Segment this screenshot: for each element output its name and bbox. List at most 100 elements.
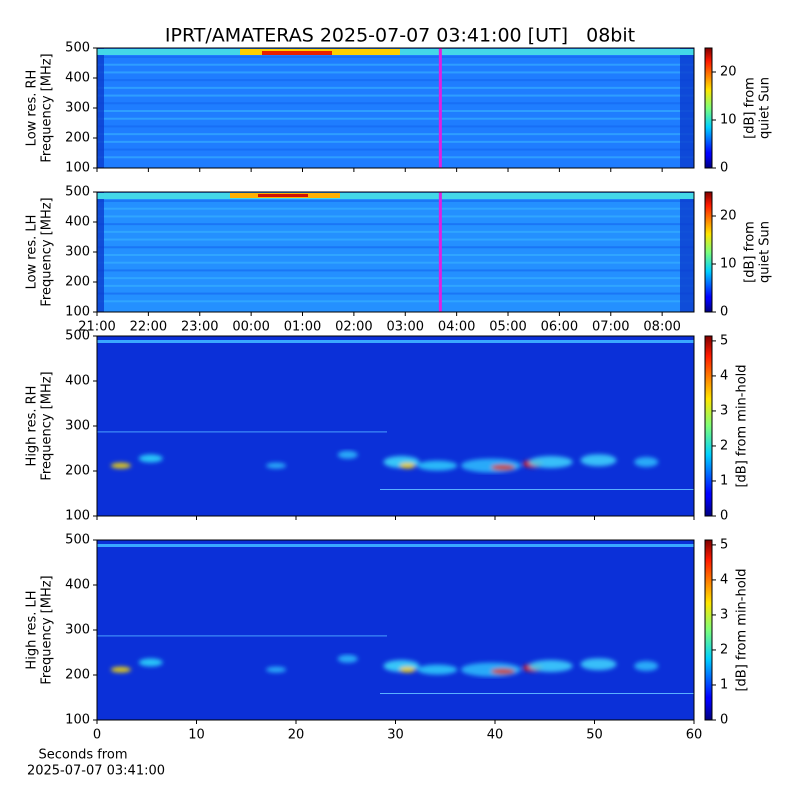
spectrogram-stripe [97,238,694,241]
y-axis-label: Frequency [MHz] [40,575,55,684]
y-tick-label: 300 [65,101,90,116]
spectrogram-band [258,194,308,197]
spectrogram-blob [634,661,659,671]
y-tick-label: 300 [65,245,90,260]
spectrogram-blob [580,658,617,671]
y-tick-label: 200 [65,275,90,290]
spectrogram-stripe [97,207,694,210]
colorbar-tick-label: 5 [720,537,728,552]
x-tick-label: 20 [288,728,305,743]
y-tick-label: 500 [65,329,90,344]
spectrogram-stripe [97,230,694,233]
spectrogram-stripe [97,71,694,74]
spectrogram-line [97,431,387,433]
x-tick-label: 02:00 [335,320,372,335]
y-tick-label: 400 [65,374,90,389]
y-tick-label: 200 [65,131,90,146]
spectrogram-blob [490,668,515,675]
x-tick-label: 05:00 [489,320,526,335]
colorbar-tick-label: 3 [720,403,728,418]
colorbar [704,47,713,169]
x-tick-label: 08:00 [643,320,680,335]
y-tick-label: 200 [65,464,90,479]
y-axis-label: Low res. LH [25,215,40,290]
spectrogram-blob [110,666,131,673]
colorbar-tick-label: 0 [720,509,728,524]
panel: 100 200 300 400 500 High res. RH Frequency [MH… [25,329,750,524]
spectrogram-stripe [97,284,694,287]
y-tick-label: 100 [65,509,90,524]
y-axis-label: High res. LH [25,590,40,669]
spectrogram-activity [110,450,659,473]
spectrogram [97,192,694,312]
colorbar-label: [dB] from [743,77,758,139]
x-tick-label: 30 [387,728,404,743]
x-tick-label: 50 [586,728,603,743]
colorbar-tick-label: 4 [720,368,728,383]
x-tick-label: 60 [686,728,703,743]
spectrogram-stripe [97,63,694,66]
spectrogram-blob [138,658,163,667]
x-tick-label: 01:00 [284,320,321,335]
x-tick-label: 0 [93,728,101,743]
spectrogram-stripe [97,156,694,159]
spectrogram-stripe [97,246,694,249]
y-tick-label: 100 [65,305,90,320]
spectrogram-activity [110,654,659,677]
colorbar-tick-label: 10 [720,113,737,128]
x-tick-label: 23:00 [181,320,218,335]
spectrogram-blob [337,654,358,663]
colorbar-tick-label: 5 [720,333,728,348]
spectrogram-stripe [97,86,694,89]
colorbar-tick-label: 4 [720,572,728,587]
spectrogram [97,540,694,720]
spectrogram-stripe [97,254,694,256]
colorbar-tick-label: 1 [720,473,728,488]
spectrogram-blob [266,462,287,469]
spectrogram [97,336,694,516]
x-tick-label: 00:00 [232,320,269,335]
y-tick-label: 200 [65,668,90,683]
spectrogram-stripe [97,277,694,280]
spectrogram-stripe [97,300,694,303]
colorbar-tick-label: 20 [720,209,737,224]
x-tick-label: 21:00 [78,320,115,335]
spectrogram-stripe [97,148,694,151]
spectrogram-line [97,635,387,637]
spectrogram-blob [634,457,659,467]
spectrogram-edge [97,48,104,168]
spectrogram-edge [680,192,694,312]
spectrogram-band [97,193,694,199]
spectrogram-blob [580,454,617,467]
spectrogram-blob [417,460,458,471]
spectrogram-blob [110,462,131,469]
colorbar-tick-label: 0 [720,713,728,728]
colorbar [704,191,713,313]
chart-title: IPRT/AMATERAS 2025-07-07 03:41:00 [UT] 0… [165,25,635,47]
spectrogram-blob [528,456,573,468]
y-tick-label: 500 [65,533,90,548]
spectrogram-edge [97,192,104,312]
spectrogram-stripe [97,140,694,143]
y-tick-label: 300 [65,419,90,434]
y-axis-label: Frequency [MHz] [40,197,55,306]
spectrogram-stripe [97,94,694,97]
y-tick-label: 300 [65,623,90,638]
colorbar-label: [dB] from [743,221,758,283]
x-tick-label: 10 [188,728,205,743]
y-tick-label: 500 [65,41,90,56]
spectrogram-line [380,489,694,490]
colorbar [704,539,713,721]
colorbar-label: [dB] from min-hold [735,568,750,691]
colorbar-tick-label: 10 [720,257,737,272]
colorbar-label: quiet Sun [758,77,773,139]
y-tick-label: 400 [65,215,90,230]
spectrogram-stripe [97,292,694,295]
spectrogram-stripe [97,117,694,120]
colorbar-tick-label: 0 [720,161,728,176]
spectrogram-stripe [97,56,694,58]
spectrogram-line [380,693,694,694]
